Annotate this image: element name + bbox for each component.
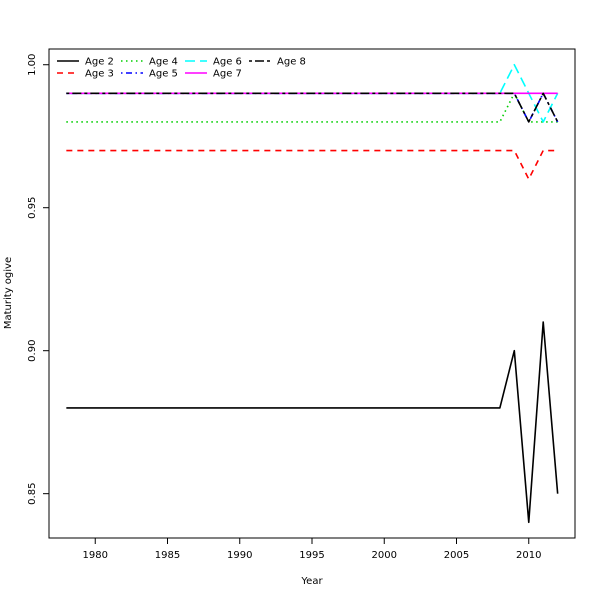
legend-label: Age 7 [213, 69, 242, 80]
legend-item-age-2: Age 2 [57, 57, 114, 68]
y-tick-label: 0.95 [27, 197, 38, 219]
x-axis: 1980 1985 1990 1995 2000 2005 2010 [83, 538, 541, 561]
x-tick-label: 1990 [227, 550, 252, 561]
y-tick-label: 1.00 [27, 54, 38, 76]
legend-label: Age 8 [277, 57, 306, 68]
x-tick-label: 2010 [516, 550, 541, 561]
x-tick-label: 2005 [444, 550, 469, 561]
x-axis-label: Year [300, 576, 323, 587]
legend-item-age-8: Age 8 [249, 57, 306, 68]
x-tick-label: 1985 [155, 550, 180, 561]
series-age-3 [66, 149, 558, 180]
y-axis: 0.85 0.90 0.95 1.00 [27, 54, 49, 505]
legend-item-age-6: Age 6 [185, 57, 242, 68]
legend-item-age-3: Age 3 [57, 69, 114, 80]
legend-item-age-7: Age 7 [185, 69, 242, 80]
y-tick-label: 0.85 [27, 483, 38, 505]
y-tick-label: 0.90 [27, 340, 38, 362]
legend-label: Age 5 [149, 69, 178, 80]
x-tick-label: 1980 [83, 550, 108, 561]
legend-label: Age 3 [85, 69, 114, 80]
y-axis-label: Maturity ogive [3, 257, 14, 329]
x-tick-label: 1995 [299, 550, 324, 561]
series-age-8 [66, 92, 559, 123]
legend-label: Age 2 [85, 57, 114, 68]
series-layer [66, 63, 559, 524]
legend-item-age-4: Age 4 [121, 57, 178, 68]
series-age-4 [66, 92, 558, 123]
x-tick-label: 2000 [372, 550, 397, 561]
legend-item-age-5: Age 5 [121, 69, 178, 80]
series-age-2 [66, 321, 559, 524]
legend-label: Age 6 [213, 57, 242, 68]
legend-label: Age 4 [149, 57, 178, 68]
